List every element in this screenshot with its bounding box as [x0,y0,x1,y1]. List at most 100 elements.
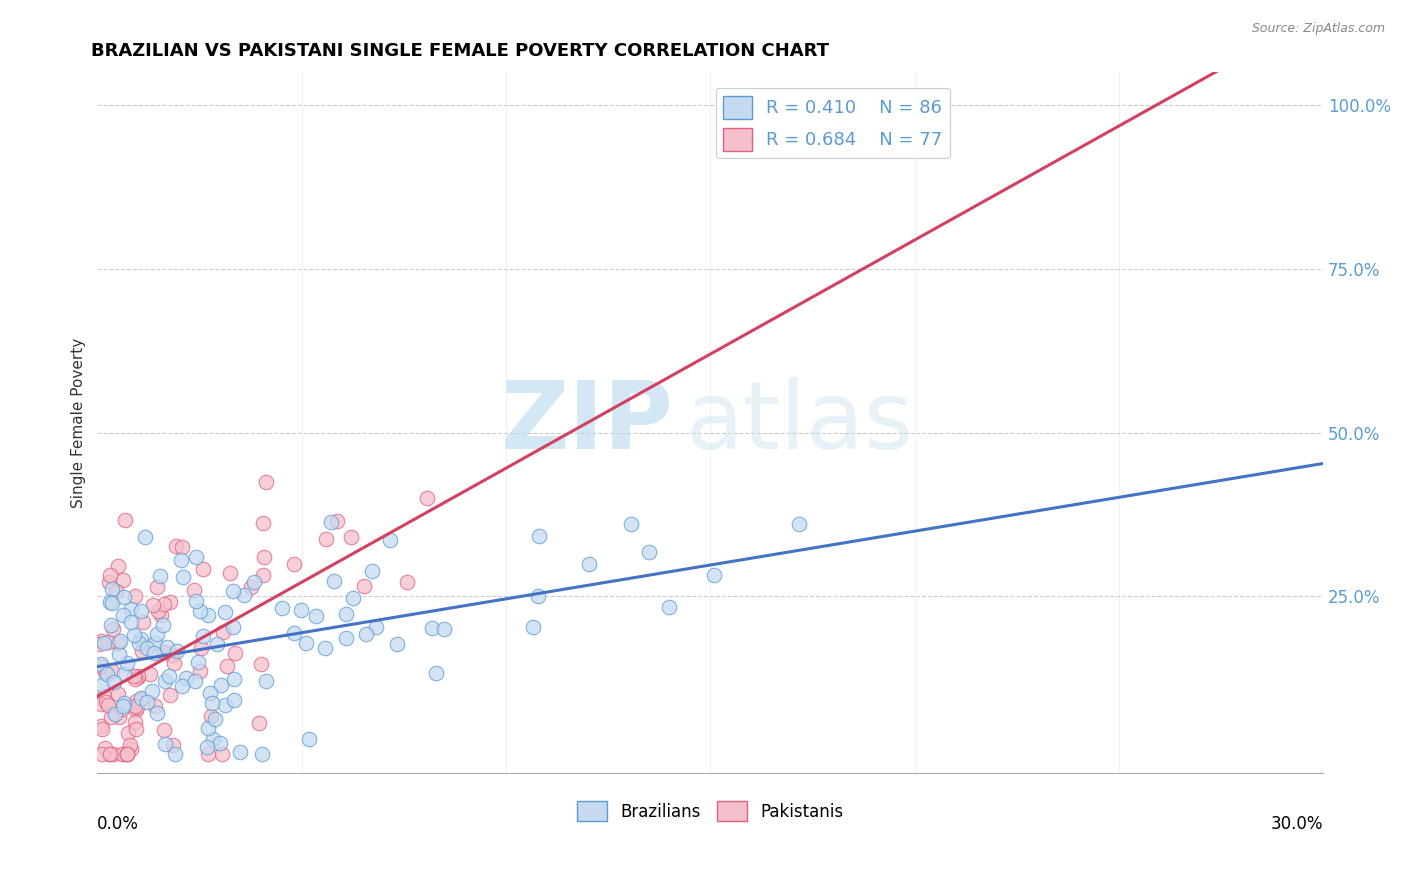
Point [342,591,364,605]
Point [107,636,129,650]
Point [522,620,544,634]
Point [152,723,174,738]
Point [433,623,456,637]
Point [190,640,212,655]
Point [787,517,810,532]
Point [197,721,219,735]
Point [219,566,242,581]
Point [96,695,118,709]
Point [183,582,205,597]
Point [112,667,135,681]
Point [305,609,328,624]
Point [335,607,357,621]
Point [184,594,207,608]
Point [215,659,238,673]
Point [100,665,122,679]
Point [90,634,112,648]
Point [131,632,153,646]
Point [212,625,235,640]
Text: 30.0%: 30.0% [1271,815,1323,833]
Point [90,722,112,736]
Point [204,712,226,726]
Point [143,698,166,713]
Point [112,607,135,622]
Point [153,597,176,611]
Point [89,637,111,651]
Point [105,584,128,599]
Point [340,531,363,545]
Point [111,702,134,716]
Text: atlas: atlas [686,376,914,469]
Point [124,714,146,729]
Point [120,742,142,756]
Point [120,738,142,752]
Point [93,689,115,703]
Point [112,698,135,713]
Point [94,665,117,679]
Text: ZIP: ZIP [501,376,673,469]
Point [319,516,342,530]
Point [242,574,264,589]
Point [172,570,194,584]
Point [129,692,152,706]
Point [96,666,118,681]
Point [120,602,142,616]
Point [115,747,138,761]
Point [115,747,138,761]
Text: BRAZILIAN VS PAKISTANI SINGLE FEMALE POVERTY CORRELATION CHART: BRAZILIAN VS PAKISTANI SINGLE FEMALE POV… [91,42,830,60]
Point [100,568,122,582]
Point [143,636,166,650]
Point [112,591,135,605]
Y-axis label: Single Female Poverty: Single Female Poverty [72,338,86,508]
Point [252,550,274,565]
Point [153,645,176,659]
Text: 0.0%: 0.0% [97,815,139,833]
Point [425,666,447,681]
Point [170,553,193,567]
Point [193,629,215,643]
Point [620,516,643,531]
Point [254,673,277,688]
Point [127,670,149,684]
Point [98,747,121,761]
Point [703,568,725,582]
Point [202,731,225,746]
Point [208,736,231,750]
Point [114,513,136,527]
Point [172,540,194,554]
Point [160,648,183,662]
Point [209,678,232,692]
Point [90,697,112,711]
Point [252,516,274,530]
Point [107,686,129,700]
Point [159,594,181,608]
Point [132,615,155,630]
Point [139,667,162,681]
Point [101,582,124,597]
Point [97,634,120,648]
Point [98,595,121,609]
Point [135,640,157,655]
Point [115,657,138,671]
Point [124,672,146,686]
Point [111,747,134,761]
Text: Source: ZipAtlas.com: Source: ZipAtlas.com [1251,22,1385,36]
Point [152,617,174,632]
Point [97,575,120,590]
Point [127,669,149,683]
Point [120,615,142,630]
Point [143,646,166,660]
Point [222,692,245,706]
Point [201,696,224,710]
Point [146,604,169,618]
Point [315,532,337,546]
Point [529,529,551,543]
Point [115,747,138,761]
Point [90,658,112,673]
Point [195,739,218,754]
Point [415,491,437,505]
Point [98,747,121,761]
Point [184,549,207,564]
Point [184,673,207,688]
Point [252,568,274,582]
